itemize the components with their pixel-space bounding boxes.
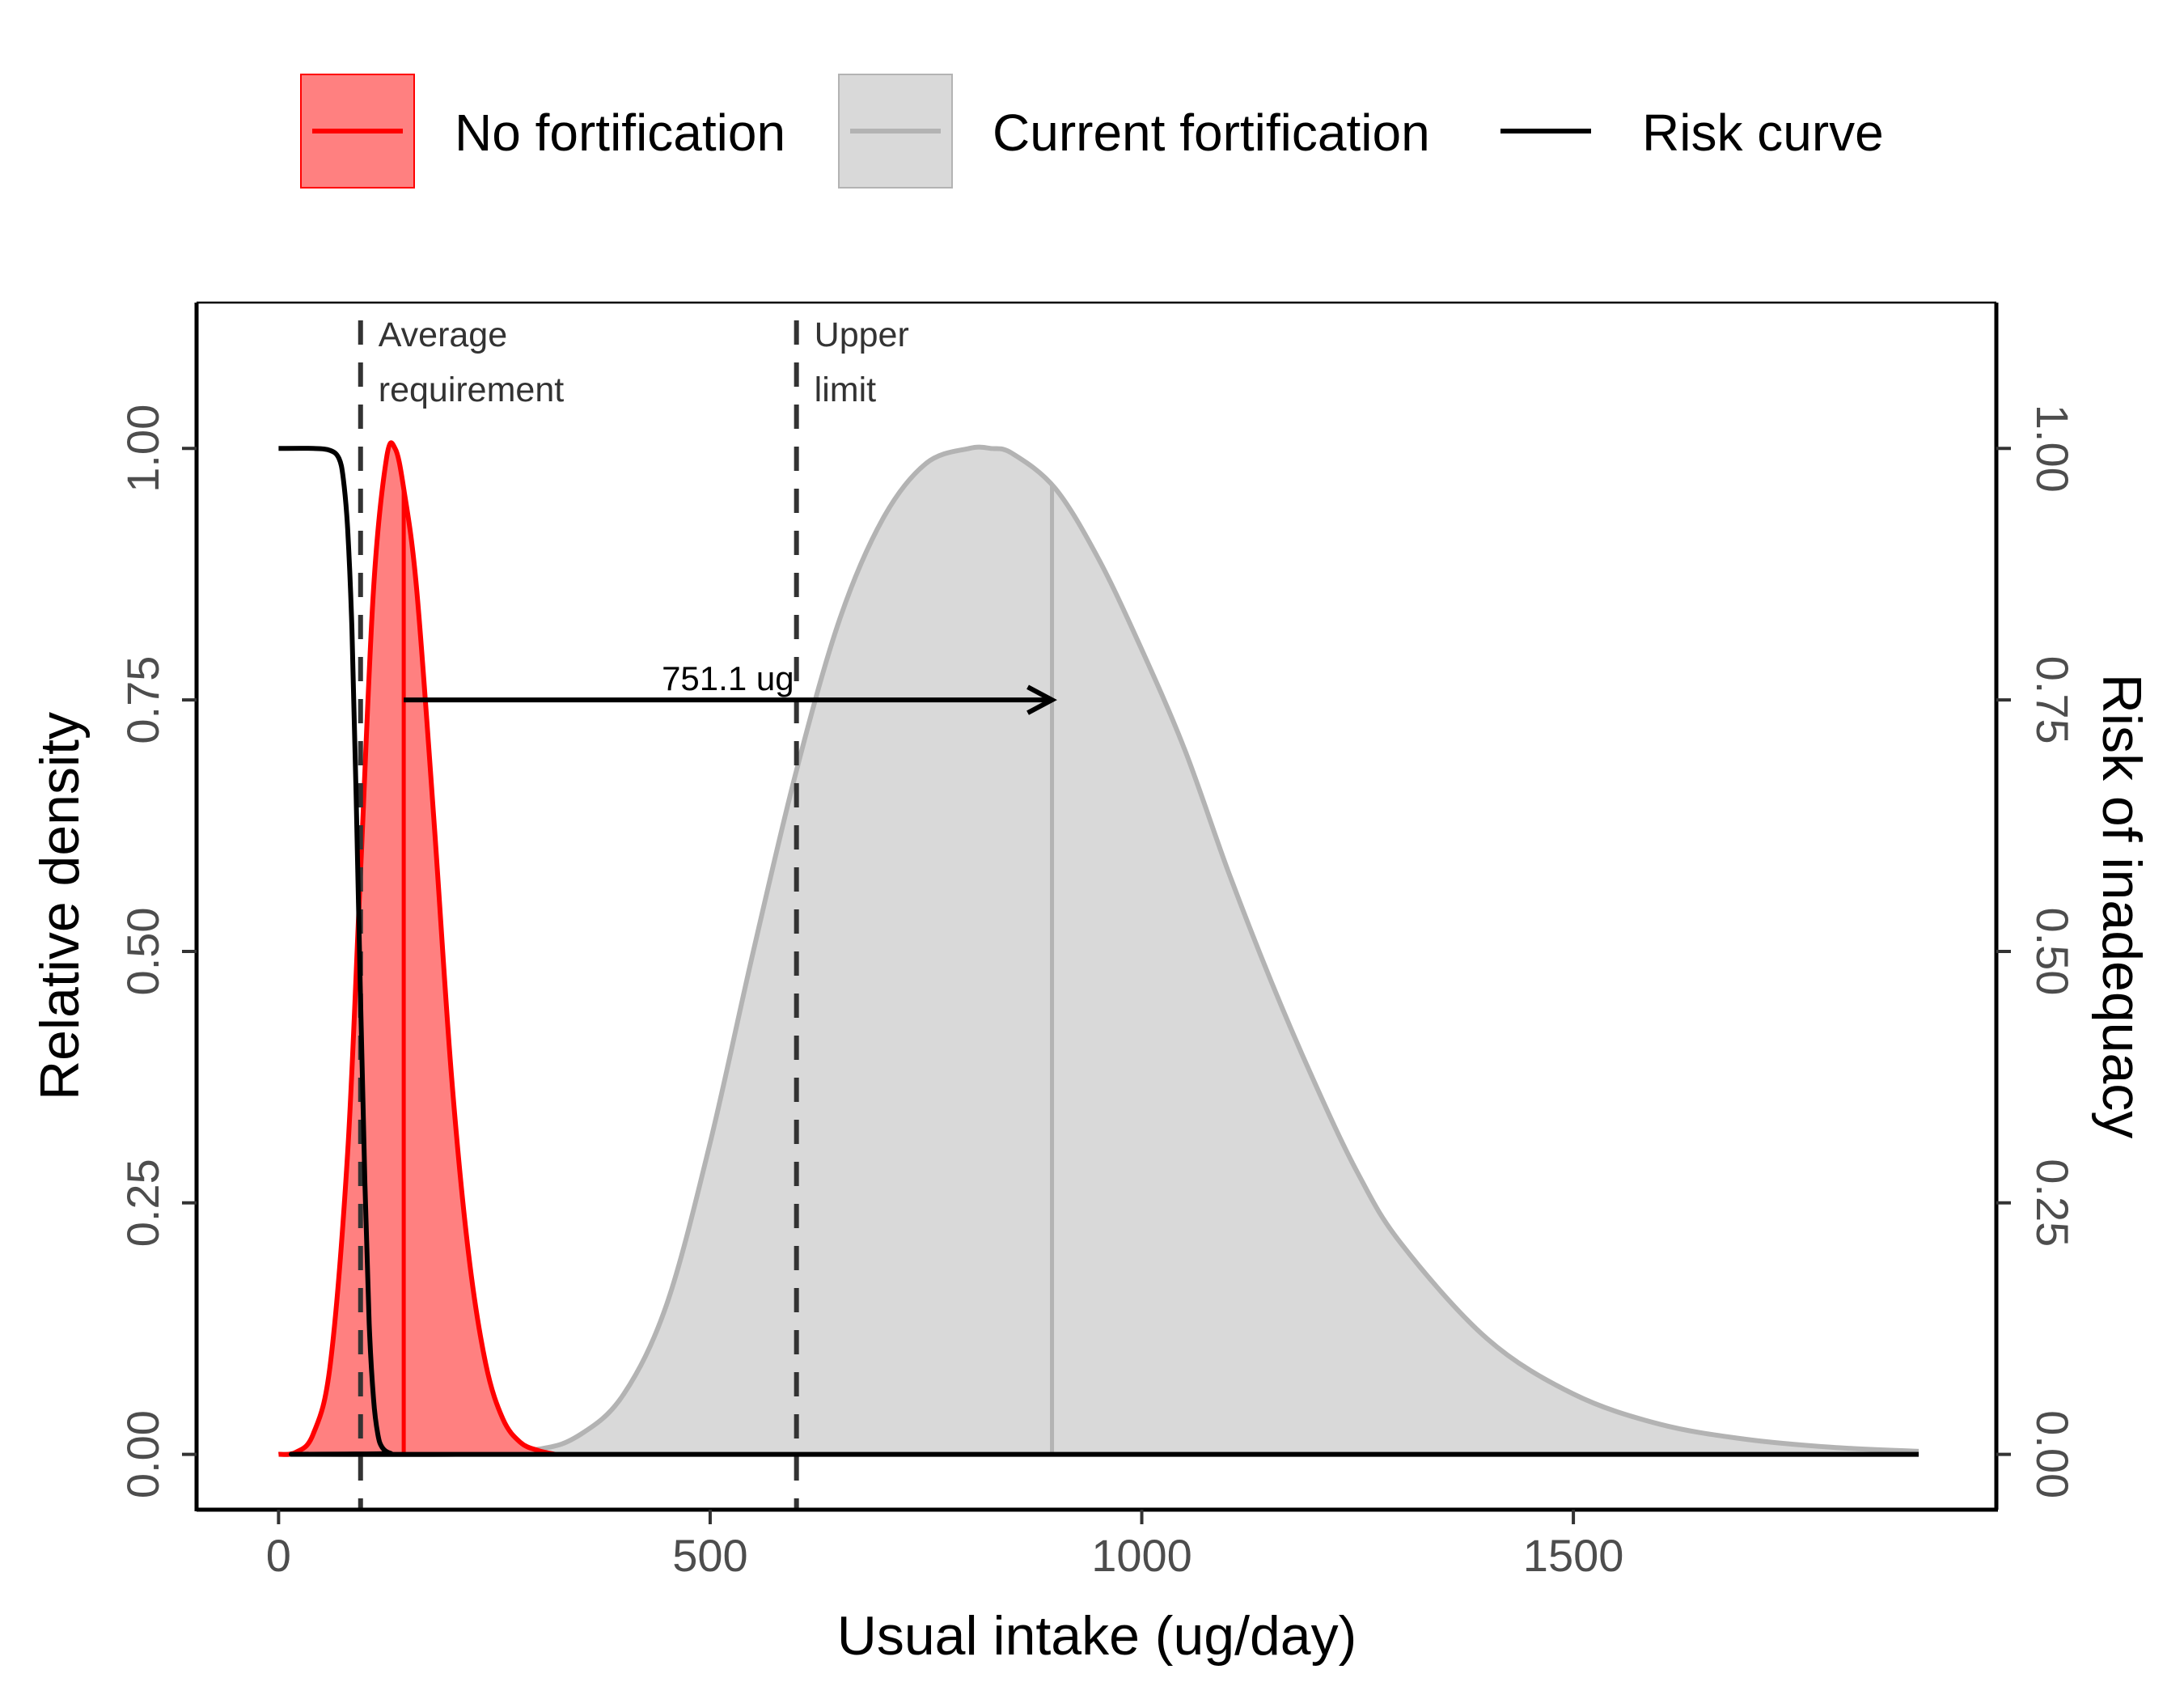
legend-label-risk-curve: Risk curve — [1642, 104, 1884, 162]
y-axis-title: Relative density — [29, 712, 91, 1100]
y2-tick-label-0.50: 0.50 — [2027, 907, 2078, 995]
y-tick-label-1.00: 1.00 — [117, 405, 168, 493]
reference-label-upper-limit-1: Upper — [815, 316, 909, 354]
line-risk-curve — [278, 446, 1919, 1457]
y2-tick-label-0.25: 0.25 — [2027, 1159, 2078, 1247]
y-tick-label-0.00: 0.00 — [117, 1410, 168, 1498]
y2-tick-label-0.00: 0.00 — [2027, 1410, 2078, 1498]
annotation-label: 751.1 ug — [662, 659, 794, 697]
y-tick-label-0.25: 0.25 — [117, 1159, 168, 1247]
y2-axis-title: Risk of inadequacy — [2091, 674, 2152, 1139]
x-axis-title: Usual intake (ug/day) — [837, 1605, 1357, 1667]
x-tick-label-1500: 1500 — [1523, 1530, 1624, 1581]
plot-area: Average requirement Upper limit 751.1 ug — [278, 316, 1919, 1510]
reference-label-upper-limit-2: limit — [815, 371, 876, 409]
legend-label-current-fortification: Current fortification — [993, 104, 1430, 162]
line-no-fortification — [278, 440, 556, 1457]
legend: No fortification Current fortification R… — [300, 74, 1884, 189]
x-tick-label-0: 0 — [266, 1530, 291, 1581]
area-current-fortification — [278, 447, 1919, 1455]
y-tick-label-0.50: 0.50 — [117, 907, 168, 995]
y2-tick-label-1.00: 1.00 — [2027, 405, 2078, 493]
legend-label-no-fortification: No fortification — [455, 104, 785, 162]
reference-label-average-requirement-2: requirement — [379, 371, 564, 409]
area-no-fortification — [278, 443, 555, 1455]
axes: 0 500 1000 1500 0.00 0.25 0.50 0.75 1.00 0.00 0.25… — [117, 405, 2078, 1581]
line-current-fortification — [278, 444, 1919, 1458]
reference-label-average-requirement-1: Average — [379, 316, 507, 354]
y2-tick-label-0.75: 0.75 — [2027, 656, 2078, 744]
x-tick-label-1000: 1000 — [1091, 1530, 1192, 1581]
annotation-arrow-head — [1026, 684, 1057, 715]
y-tick-label-0.75: 0.75 — [117, 656, 168, 744]
x-tick-label-500: 500 — [672, 1530, 747, 1581]
